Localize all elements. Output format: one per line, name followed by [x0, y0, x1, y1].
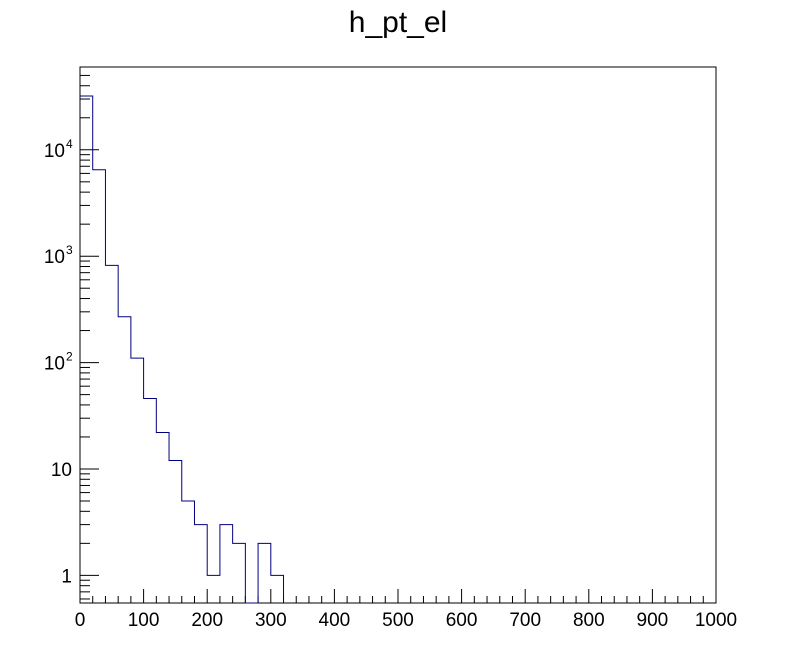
y-tick-exponent: 3: [66, 243, 73, 257]
plot-frame: [79, 66, 717, 604]
y-tick-label: 10: [51, 460, 72, 481]
x-tick-label: 300: [255, 610, 287, 631]
y-tick-exponent: 4: [66, 137, 73, 151]
x-tick-label: 100: [128, 610, 160, 631]
x-tick-label: 600: [446, 610, 478, 631]
x-axis: 0 100 200 300 400 500 600 700 800 900 1000: [75, 589, 737, 631]
y-tick-label: 10: [44, 141, 65, 162]
y-tick-exponent: 2: [66, 350, 73, 364]
y-tick-label: 10: [44, 247, 65, 268]
histogram-series-line: [80, 95, 285, 604]
x-tick-label: 800: [573, 610, 605, 631]
x-tick-label: 700: [509, 610, 541, 631]
x-tick-label: 900: [637, 610, 669, 631]
y-tick-label: 1: [61, 566, 72, 587]
x-tick-label: 0: [75, 610, 86, 631]
x-tick-label: 1000: [695, 610, 737, 631]
x-tick-label: 200: [191, 610, 223, 631]
x-tick-label: 400: [319, 610, 351, 631]
x-tick-label: 500: [382, 610, 414, 631]
chart-title: h_pt_el: [349, 6, 447, 39]
y-tick-label: 10: [44, 354, 65, 375]
